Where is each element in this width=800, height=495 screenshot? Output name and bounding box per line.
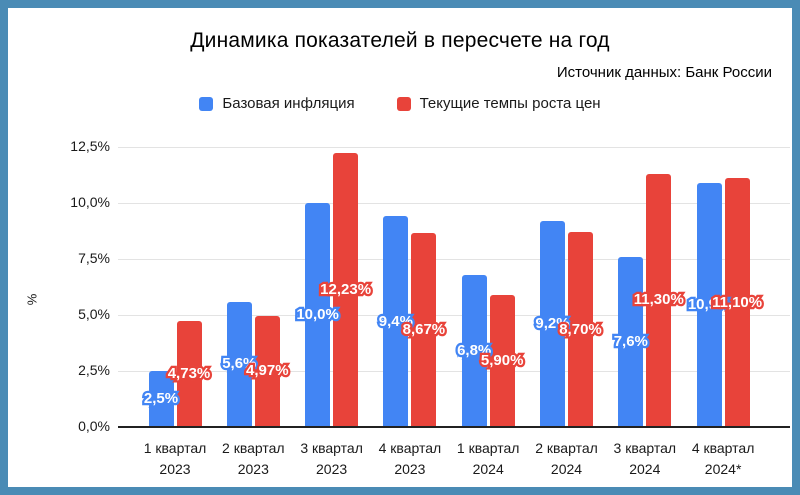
- x-axis-label-line: 4 квартал: [691, 440, 755, 456]
- chart-title: Динамика показателей в пересчете на год: [190, 29, 610, 52]
- x-axis-label: 3 квартал 2024: [599, 438, 691, 480]
- x-axis-label: 2 квартал 2023: [207, 438, 299, 480]
- legend-swatch-blue-icon: [199, 96, 214, 111]
- x-axis-label-line: 2023: [316, 461, 348, 477]
- gridline: [118, 259, 790, 260]
- x-axis-label-line: 1 квартал: [143, 440, 207, 456]
- x-axis-label-line: 3 квартал: [300, 440, 363, 456]
- bar[interactable]: [461, 274, 487, 427]
- x-axis-label-line: 2023: [394, 461, 426, 477]
- bar[interactable]: [226, 301, 252, 427]
- legend-label: Текущие темпы роста цен: [419, 95, 601, 112]
- y-tick-label: 0,0%: [78, 418, 110, 434]
- x-axis-label: 4 квартал 2024*: [677, 438, 769, 480]
- y-tick-label: 12,5%: [70, 138, 110, 154]
- gridline: [118, 203, 790, 204]
- bar[interactable]: [254, 315, 280, 427]
- x-axis-label: 2 квартал 2024: [521, 438, 613, 480]
- y-tick-label: 2,5%: [78, 362, 110, 378]
- bar[interactable]: [646, 173, 672, 427]
- legend: Базовая инфляция Текущие темпы роста цен: [0, 95, 800, 112]
- bar[interactable]: [618, 256, 644, 427]
- bar[interactable]: [176, 321, 202, 427]
- gridline: [118, 315, 790, 316]
- bar[interactable]: [724, 178, 750, 427]
- bar[interactable]: [696, 182, 722, 427]
- y-axis-title: %: [24, 293, 40, 306]
- legend-label: Базовая инфляция: [222, 95, 355, 112]
- x-axis-label-line: 1 квартал: [456, 440, 520, 456]
- x-axis-label: 1 квартал 2024: [442, 438, 534, 480]
- x-axis-label-line: 4 квартал: [378, 440, 442, 456]
- y-tick-label: 7,5%: [78, 250, 110, 266]
- gridline: [118, 147, 790, 148]
- bar[interactable]: [489, 294, 515, 427]
- x-axis-line: [118, 426, 790, 428]
- x-axis-label: 3 квартал 2023: [286, 438, 378, 480]
- bar[interactable]: [411, 232, 437, 427]
- y-tick-label: 10,0%: [70, 194, 110, 210]
- x-axis-label-line: 2 квартал: [222, 440, 285, 456]
- x-axis-label-line: 2024*: [704, 461, 742, 477]
- x-axis-label-line: 2023: [237, 461, 269, 477]
- x-axis-label-line: 2024: [472, 461, 504, 477]
- bar[interactable]: [568, 232, 593, 427]
- bar[interactable]: [540, 220, 565, 427]
- bar[interactable]: [148, 371, 174, 427]
- legend-item-current-price-growth[interactable]: Текущие темпы роста цен: [396, 95, 601, 112]
- y-tick-label: 5,0%: [78, 306, 110, 322]
- bar[interactable]: [305, 203, 331, 427]
- gridline: [118, 371, 790, 372]
- x-axis-label: 1 квартал 2023: [129, 438, 221, 480]
- x-axis-label: 4 квартал 2023: [364, 438, 456, 480]
- legend-item-core-inflation[interactable]: Базовая инфляция: [199, 95, 355, 112]
- x-axis-label-line: 2024: [550, 461, 583, 477]
- bar[interactable]: [333, 153, 359, 427]
- data-source-note: Источник данных: Банк России: [556, 64, 772, 81]
- legend-swatch-red-icon: [396, 96, 411, 111]
- x-axis-label-line: 2 квартал: [535, 440, 598, 456]
- x-axis-label-line: 3 квартал: [613, 440, 677, 456]
- x-axis-label-line: 2024: [629, 461, 661, 477]
- bar[interactable]: [383, 216, 409, 427]
- x-axis-label-line: 2023: [159, 461, 191, 477]
